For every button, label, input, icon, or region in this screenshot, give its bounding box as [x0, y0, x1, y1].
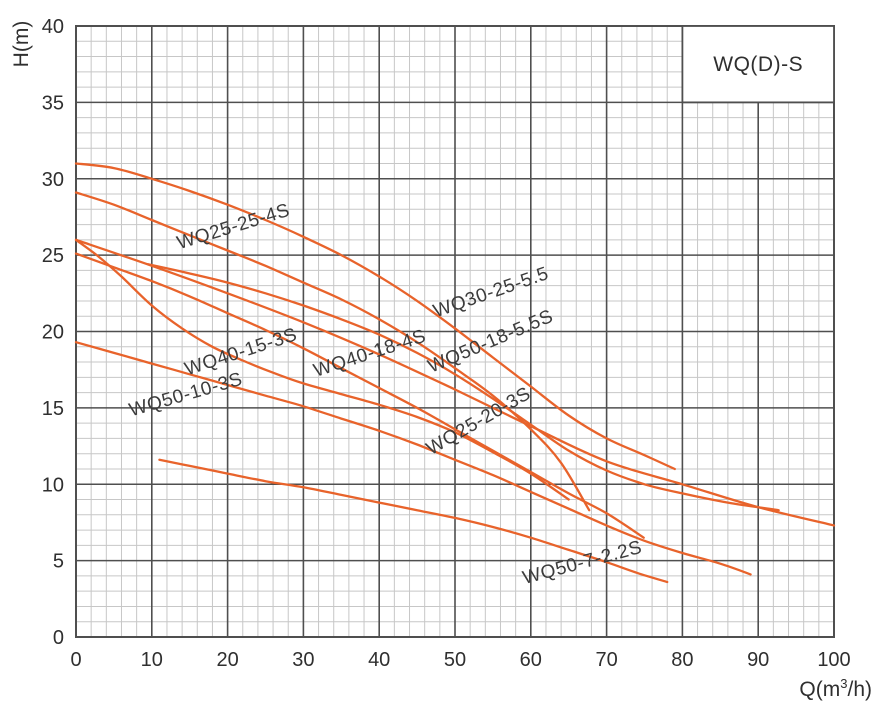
curve-label-WQ50-7-2.2S: WQ50-7-2.2S: [520, 537, 644, 589]
curve-WQ50-7-2.2S: [158, 458, 669, 584]
y-axis-label: H(m): [10, 21, 33, 68]
x-tick-20: 20: [216, 649, 238, 671]
curve-WQ50-18-5.5S: [74, 238, 836, 527]
curve-WQ30-25-5.5: [74, 162, 676, 471]
x-tick-80: 80: [671, 649, 693, 671]
curve-WQ40-15-3S: [74, 238, 570, 501]
x-tick-60: 60: [520, 649, 542, 671]
y-tick-10: 10: [42, 474, 64, 496]
y-tick-20: 20: [42, 322, 64, 344]
x-tick-50: 50: [444, 649, 466, 671]
model-series-box: [681, 25, 835, 104]
y-tick-40: 40: [42, 16, 64, 38]
y-tick-15: 15: [42, 398, 64, 420]
curve-WQ40-18-4S: [146, 263, 780, 512]
curve-WQ25-25-4S: [74, 191, 591, 512]
x-tick-30: 30: [292, 649, 314, 671]
y-tick-35: 35: [42, 92, 64, 114]
pump-curves: [74, 162, 836, 584]
curve-WQ25-20-3S: [74, 252, 645, 539]
x-axis-ticks: 0 10 20 30 40 50 60 70 80 90 100: [70, 649, 850, 671]
model-series-label: WQ(D)-S: [713, 53, 803, 76]
x-tick-100: 100: [817, 649, 850, 671]
x-tick-0: 0: [70, 649, 81, 671]
x-tick-10: 10: [141, 649, 163, 671]
y-tick-25: 25: [42, 245, 64, 267]
curve-label-WQ40-18-4S: WQ40-18-4S: [311, 326, 429, 382]
x-tick-90: 90: [747, 649, 769, 671]
y-tick-30: 30: [42, 169, 64, 191]
x-tick-40: 40: [368, 649, 390, 671]
y-tick-0: 0: [53, 627, 64, 649]
x-tick-70: 70: [595, 649, 617, 671]
x-axis-label: Q(m3/h): [799, 676, 872, 701]
curve-labels: WQ30-25-5.5WQ25-25-4SWQ50-18-5.5SWQ40-18…: [127, 200, 645, 589]
curve-WQ50-10-3S: [74, 341, 752, 576]
y-tick-5: 5: [53, 551, 64, 573]
grid-major: [76, 26, 834, 637]
y-axis-ticks: 0 5 10 15 20 25 30 35 40: [42, 16, 64, 649]
plot-border: [75, 25, 835, 638]
curve-label-WQ40-15-3S: WQ40-15-3S: [182, 324, 300, 380]
